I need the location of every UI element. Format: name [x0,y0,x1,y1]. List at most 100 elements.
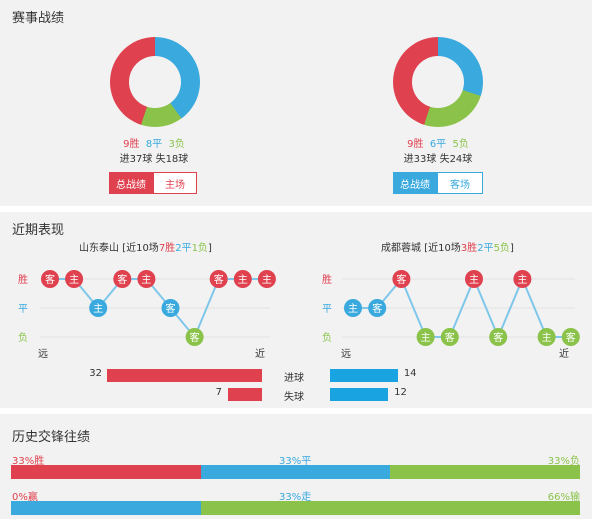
right-form-venue: 客 [372,302,382,315]
right-record-donut [393,37,483,127]
right-team-summary: 成都蓉城 [近10场3胜2平5负] [381,239,514,254]
left-form-venue: 客 [117,273,127,286]
right-goals-for-bar [330,369,398,382]
right-record-toggle: 总战绩 客场 [393,172,483,194]
left-team-name: 山东泰山 [79,243,119,254]
right-near-label: 近 [559,347,569,360]
left-form-venue: 主 [69,274,79,286]
right-recent-losses: 5负 [493,243,510,254]
left-form-point [65,270,84,288]
h2h-lose-pct: 66%输 [547,492,580,503]
right-form-venue: 主 [517,274,527,286]
right-bracket-close: ] [509,243,514,254]
left-form-point [257,270,276,288]
left-form-venue: 主 [93,303,103,315]
right-form-point [561,328,580,346]
left-bracket-open: [近10场 [119,243,159,254]
goals-against-label: 失球 [284,392,304,403]
left-losses: 3负 [168,139,185,150]
left-goals-for-value: 32 [89,368,102,379]
left-form-venue: 客 [214,273,224,286]
left-record-donut [110,37,200,127]
left-recent-draws: 2平 [175,243,192,254]
left-form-point [137,270,156,288]
left-form-point [209,270,228,288]
goals-for-label: 进球 [284,373,304,384]
right-goals-for-value: 14 [403,368,417,379]
right-form-venue: 客 [396,273,406,286]
right-form-point [416,328,435,346]
h2h-push-bar [11,501,201,515]
h2h-title: 历史交锋往绩 [12,430,91,445]
left-form-point [89,299,108,317]
right-form-venue: 客 [566,331,576,344]
left-form-venue: 主 [141,274,151,286]
right-losses: 5负 [452,139,469,150]
left-far-label: 远 [38,348,48,360]
h2h-cover-pct: 0%赢 [12,492,38,503]
left-team-summary: 山东泰山 [近10场7胜2平1负] [79,239,212,254]
left-record-stats: 9胜 8平 3负 进37球 失18球 [94,137,214,167]
left-form-venue: 客 [190,331,200,344]
left-goals: 进37球 失18球 [119,154,189,165]
right-form-point [368,299,387,317]
right-row-label: 平 [322,304,332,315]
right-far-label: 远 [341,348,351,360]
right-form-line [353,276,571,340]
h2h-draw-pct: 33%平 [279,456,312,467]
left-goals-against-bar [228,388,262,401]
right-recent-wins: 3胜 [460,243,478,254]
left-form-venue: 客 [45,273,55,286]
right-form-point [344,299,362,317]
left-bracket-close: ] [207,243,212,254]
right-row-label: 负 [322,331,332,344]
h2h-lose-bar [200,501,580,515]
right-form-venue: 主 [469,274,479,286]
right-form-point [465,270,483,288]
left-recent-wins: 7胜 [158,243,176,254]
tab-right-overall[interactable]: 总战绩 [393,172,437,194]
right-bracket-open: [近10场 [421,243,461,254]
record-title: 赛事战绩 [12,11,65,26]
right-form-point [440,328,459,346]
h2h-draw-bar [200,465,391,479]
recent-form-title: 近期表现 [12,223,65,238]
left-recent-losses: 1负 [191,243,208,254]
record-section: 赛事战绩 9胜 8平 3负 进37球 失18球 总战绩 主场 9胜 6平 5负 … [0,0,592,206]
right-row-label: 胜 [322,274,332,286]
left-form-venue: 客 [166,302,176,315]
right-form-point [392,270,411,288]
recent-form-chart: 胜平负客 主主客 主客客客主主远 近胜平负主 客客主 客主客主主 客远近 [18,270,580,360]
right-form-venue: 主 [421,332,431,344]
right-draws: 6平 [429,139,447,150]
right-record-stats: 9胜 6平 5负 进33球 失24球 [378,137,498,167]
left-row-label: 平 [18,304,28,315]
right-goals-against-value: 12 [394,387,407,398]
recent-form-section: 近期表现 山东泰山 [近10场7胜2平1负] 成都蓉城 [近10场3胜2平5负]… [0,212,592,408]
left-form-point [161,299,180,317]
tab-right-away[interactable]: 客场 [437,172,483,194]
h2h-section: 历史交锋往绩 33%胜 33%平 33%负 0%赢 33%走 66%输 [0,414,592,519]
h2h-loss-bar [390,465,580,479]
right-form-venue: 主 [348,303,358,315]
right-form-venue: 主 [542,332,552,344]
right-team-name: 成都蓉城 [381,243,421,254]
left-goals-for-bar [107,369,262,382]
section-divider [0,206,592,212]
left-wins: 9胜 [123,139,140,150]
left-form-point [185,328,204,346]
right-form-point [513,270,532,288]
left-row-label: 胜 [18,274,28,286]
left-row-label: 负 [18,331,28,344]
right-form-venue: 客 [493,331,503,344]
right-recent-draws: 2平 [477,243,494,254]
tab-left-home[interactable]: 主场 [153,172,197,194]
left-near-label: 近 [255,347,265,360]
left-form-point [41,270,59,288]
left-goals-against-value: 7 [215,387,222,398]
right-form-point [537,328,556,346]
tab-left-overall[interactable]: 总战绩 [109,172,153,194]
h2h-loss-pct: 33%负 [547,456,580,467]
h2h-push-pct: 33%走 [279,492,312,503]
h2h-win-pct: 33%胜 [12,456,45,467]
